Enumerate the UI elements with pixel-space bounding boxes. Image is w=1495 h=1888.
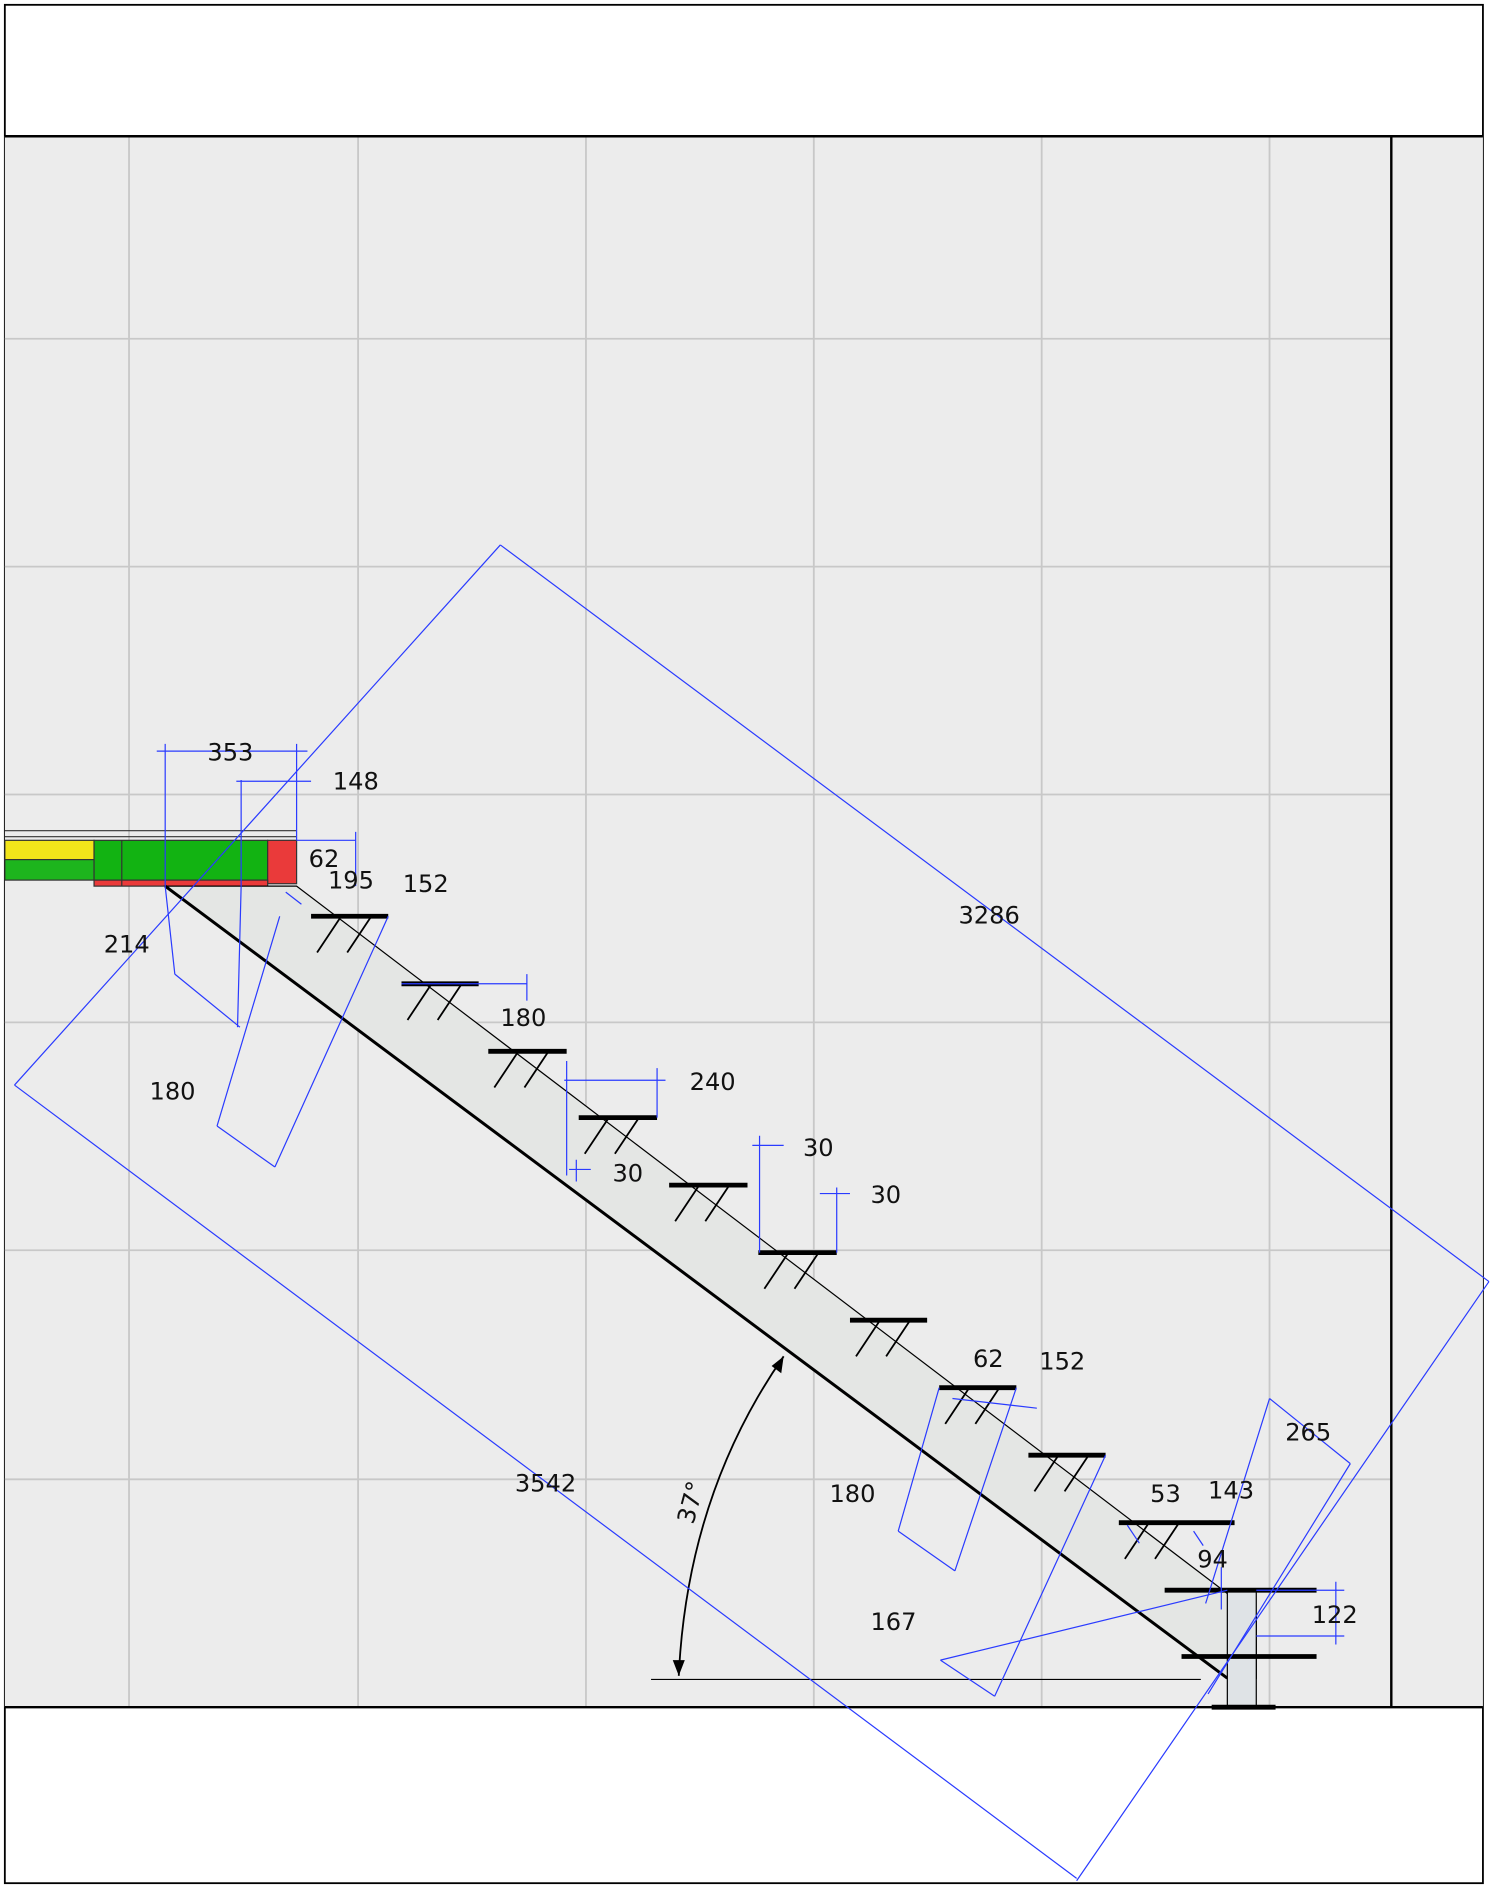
- dim-label: 152: [1039, 1348, 1085, 1376]
- dim-label: 180: [500, 1004, 546, 1032]
- dim-label: 167: [870, 1608, 916, 1636]
- dimension-labels: 353 148 62 195 152 214 180 180 240 30 30…: [104, 739, 1358, 1636]
- dim-label: 353: [207, 739, 253, 767]
- dim-label: 122: [1312, 1601, 1358, 1629]
- dim-label: 53: [1150, 1480, 1181, 1508]
- dim-label: 143: [1208, 1477, 1254, 1505]
- dim-label: 30: [803, 1134, 834, 1162]
- dim-label: 62: [309, 845, 340, 873]
- dim-label: 30: [870, 1181, 901, 1209]
- dim-label: 180: [829, 1480, 875, 1508]
- dim-label: 214: [104, 930, 150, 958]
- dim-label: 148: [333, 768, 379, 796]
- post: [1226, 1589, 1257, 1708]
- dim-label: 152: [403, 870, 449, 898]
- dim-label: 3542: [515, 1469, 576, 1497]
- dim-label: 3286: [958, 902, 1019, 930]
- dimension-lines: [14, 544, 1490, 1882]
- landing: [4, 830, 298, 887]
- dim-label: 195: [328, 867, 374, 895]
- angle-arc: [677, 1355, 785, 1676]
- dim-label: 180: [150, 1078, 196, 1106]
- dim-label: 240: [690, 1068, 736, 1096]
- dim-label: 265: [1285, 1419, 1331, 1447]
- dim-label: 94: [1197, 1545, 1228, 1573]
- dim-label: 30: [612, 1160, 643, 1188]
- dim-label: 62: [973, 1345, 1004, 1373]
